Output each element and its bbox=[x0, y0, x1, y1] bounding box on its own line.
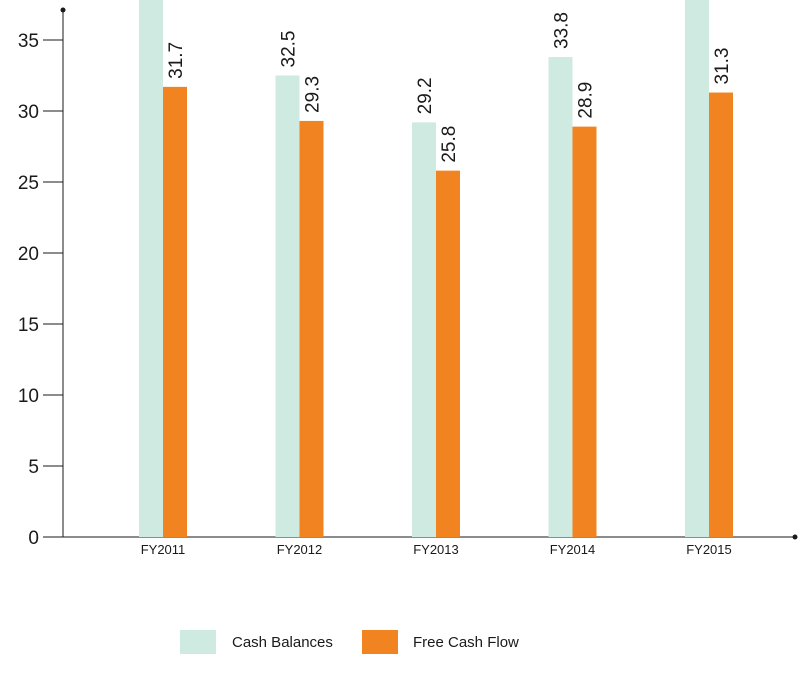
bar-free-cash-flow bbox=[572, 126, 597, 538]
bar-cash-balances bbox=[412, 122, 436, 538]
legend-label: Free Cash Flow bbox=[413, 634, 519, 651]
x-tick-label: FY2015 bbox=[686, 542, 732, 557]
y-tick-label: 35 bbox=[18, 31, 39, 52]
x-tick-label: FY2014 bbox=[550, 542, 596, 557]
y-tick-label: 5 bbox=[28, 457, 39, 478]
chart-bars bbox=[139, 0, 733, 538]
bar-free-cash-flow bbox=[436, 170, 460, 537]
y-tick-label: 30 bbox=[18, 102, 39, 123]
bar-free-cash-flow bbox=[299, 120, 324, 537]
data-labels: 37.931.732.529.329.225.833.828.938.931.3 bbox=[166, 12, 733, 163]
bar-cash-balances bbox=[548, 57, 573, 537]
data-label: 32.5 bbox=[279, 31, 300, 68]
legend-label: Cash Balances bbox=[232, 634, 333, 651]
y-axis-ticks: 0510152025303540 bbox=[18, 31, 63, 549]
data-label: 31.3 bbox=[712, 48, 733, 85]
data-label: 33.8 bbox=[552, 12, 573, 49]
bar-free-cash-flow bbox=[709, 92, 733, 537]
x-axis-ticks: FY2011 FY2012 FY2013 FY2014 FY2015 bbox=[141, 542, 732, 557]
legend-swatch bbox=[180, 630, 216, 654]
legend-swatch bbox=[362, 630, 398, 654]
x-tick-label: FY2011 bbox=[141, 542, 186, 557]
bar-cash-balances bbox=[685, 0, 709, 538]
bar-free-cash-flow bbox=[163, 86, 187, 538]
data-label: 25.8 bbox=[439, 126, 460, 163]
y-tick-label: 25 bbox=[18, 173, 39, 194]
bar-cash-balances bbox=[275, 75, 300, 537]
y-tick-label: 0 bbox=[28, 528, 39, 549]
data-label: 31.7 bbox=[166, 42, 187, 79]
data-label: 28.9 bbox=[576, 82, 597, 119]
y-tick-label: 20 bbox=[18, 244, 39, 265]
y-tick-label: 10 bbox=[18, 386, 39, 407]
x-tick-label: FY2013 bbox=[413, 542, 459, 557]
data-label: 29.2 bbox=[415, 77, 436, 114]
data-label: 29.3 bbox=[303, 76, 324, 113]
chart-legend: Cash Balances Free Cash Flow bbox=[180, 630, 519, 654]
bar-cash-balances bbox=[139, 0, 163, 537]
y-axis-arrow bbox=[60, 7, 66, 13]
y-tick-label: 15 bbox=[18, 315, 39, 336]
x-axis-arrow bbox=[792, 534, 798, 540]
x-tick-label: FY2012 bbox=[277, 542, 323, 557]
